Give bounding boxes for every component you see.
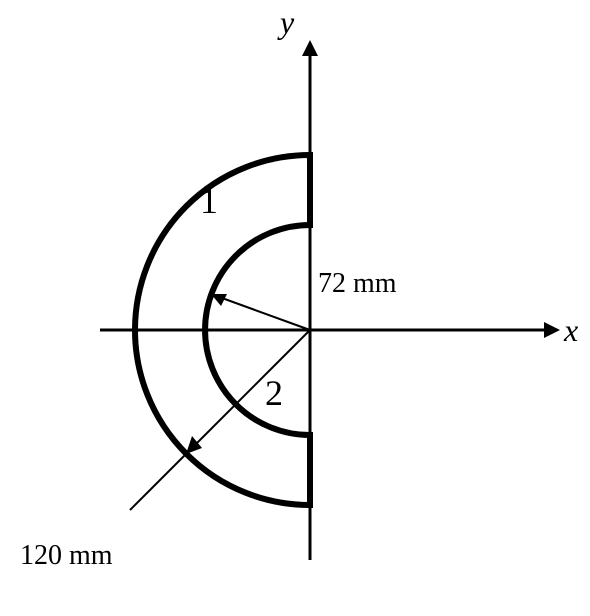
diagram-container: y x 1 2 72 mm 120 mm	[0, 0, 590, 616]
y-axis-arrow	[302, 40, 318, 56]
x-axis-arrow	[544, 322, 560, 338]
outer-radius-arrow	[186, 436, 202, 454]
y-axis-label: y	[280, 4, 294, 41]
outer-radius-ext	[130, 454, 186, 510]
x-axis-label: x	[564, 312, 578, 349]
region2-label: 2	[265, 372, 283, 414]
outer-dim-label: 120 mm	[20, 540, 113, 572]
inner-dim-label: 72 mm	[318, 268, 397, 300]
inner-radius-line	[211, 294, 310, 330]
region1-label: 1	[200, 180, 218, 222]
diagram-svg	[0, 0, 590, 616]
axes	[100, 40, 560, 560]
